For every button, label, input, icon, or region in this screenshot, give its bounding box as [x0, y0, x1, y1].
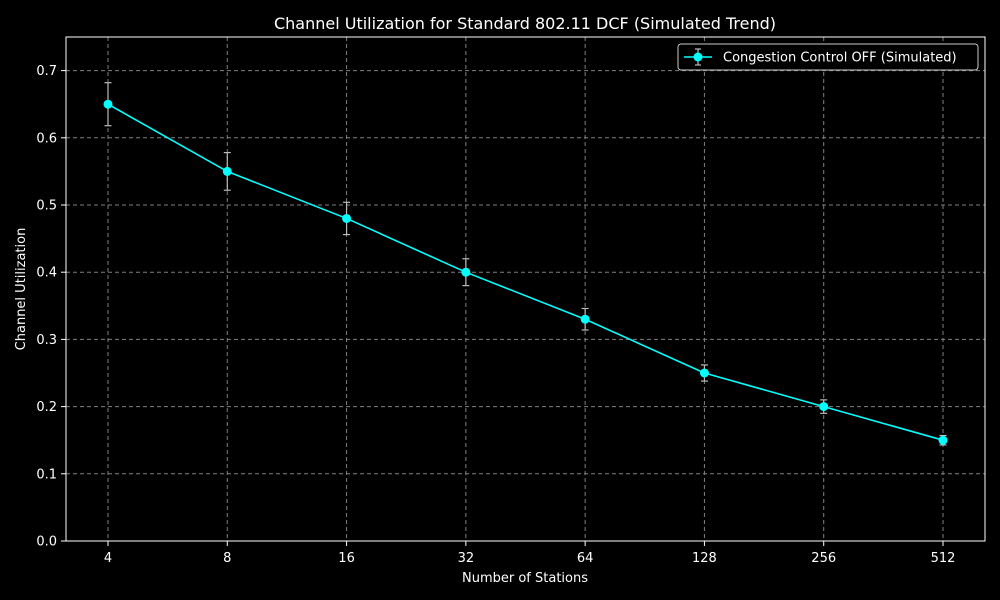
grid-lines — [66, 37, 985, 542]
data-point — [342, 213, 352, 223]
y-tick-label: 0.2 — [36, 400, 57, 415]
legend-entry: Congestion Control OFF (Simulated) — [684, 48, 957, 66]
data-point — [461, 267, 471, 277]
x-tick-label: 8 — [223, 551, 231, 566]
data-point — [938, 435, 948, 445]
y-tick-label: 0.3 — [36, 333, 57, 348]
data-point — [103, 99, 113, 109]
y-tick-label: 0.1 — [36, 467, 57, 482]
x-tick-label: 16 — [338, 551, 355, 566]
plot-frame — [65, 36, 986, 542]
y-tick-label: 0.4 — [36, 266, 57, 281]
data-point — [819, 402, 829, 412]
ticks: 4 8 16 32 64 128 256 512 0.0 0.1 0.2 0.3 0.4 0.5 0.6 0.… — [36, 64, 955, 566]
x-tick-label: 32 — [458, 551, 475, 566]
x-tick-label: 512 — [931, 551, 956, 566]
axes — [65, 36, 986, 542]
legend-label: Congestion Control OFF (Simulated) — [723, 51, 957, 66]
x-tick-label: 64 — [577, 551, 594, 566]
x-tick-label: 4 — [104, 551, 112, 566]
data-point — [699, 368, 709, 378]
data-point — [222, 166, 232, 176]
x-axis-title: Number of Stations — [462, 571, 588, 586]
legend-box — [677, 43, 979, 71]
chart-title: Channel Utilization for Standard 802.11 … — [274, 14, 776, 33]
y-tick-label: 0.0 — [36, 535, 57, 550]
series-layer — [103, 82, 948, 446]
x-tick-label: 128 — [692, 551, 717, 566]
y-tick-label: 0.6 — [36, 131, 57, 146]
legend: Congestion Control OFF (Simulated) — [677, 43, 979, 71]
x-tick-label: 256 — [811, 551, 836, 566]
y-tick-label: 0.7 — [36, 64, 57, 79]
y-axis-title: Channel Utilization — [14, 228, 29, 351]
data-point — [580, 314, 590, 324]
series-line — [107, 103, 944, 441]
y-tick-label: 0.5 — [36, 199, 57, 214]
